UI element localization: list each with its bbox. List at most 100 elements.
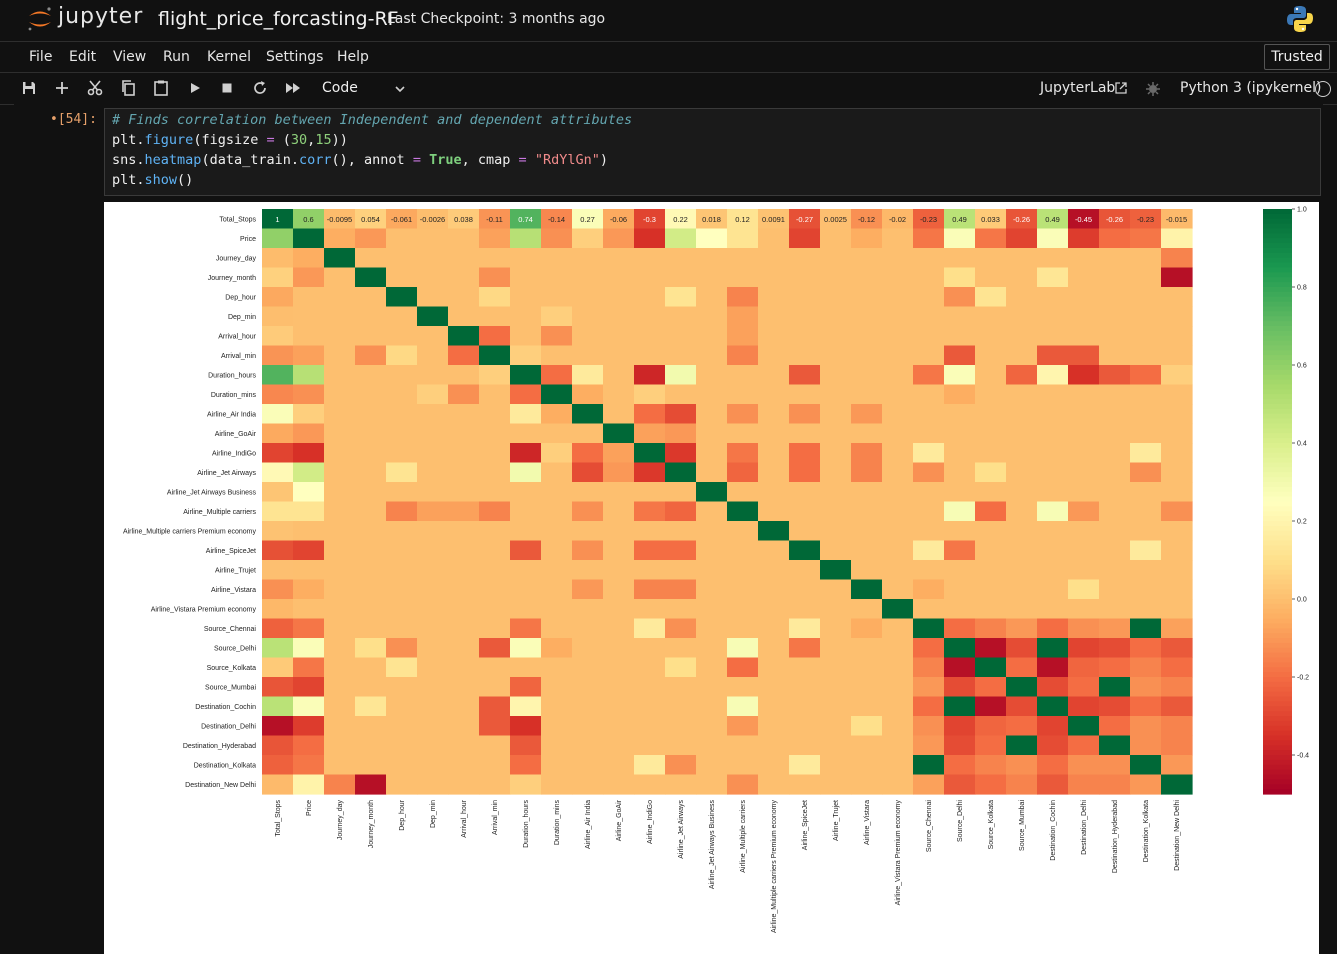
- heatmap-cell: [820, 735, 852, 756]
- heatmap-cell: [448, 423, 480, 444]
- heatmap-cell: [1130, 209, 1162, 230]
- code-line-3: sns.heatmap(data_train.corr(), annot = T…: [112, 152, 608, 168]
- colorbar-segment: [1263, 779, 1292, 785]
- colorbar-segment: [1263, 209, 1292, 215]
- add-cell-icon[interactable]: [52, 78, 72, 98]
- heatmap-cell: [634, 365, 666, 386]
- menu-view[interactable]: View: [113, 49, 147, 65]
- menu-file[interactable]: File: [29, 49, 53, 65]
- heatmap-cell: [820, 774, 852, 795]
- heatmap-cell: [1130, 287, 1162, 308]
- heatmap-cell: [479, 579, 511, 600]
- heatmap-cell: [851, 482, 883, 503]
- colorbar-segment: [1263, 486, 1292, 493]
- cut-icon[interactable]: [85, 78, 105, 98]
- trusted-button[interactable]: Trusted: [1264, 44, 1330, 70]
- menu-edit[interactable]: Edit: [69, 49, 97, 65]
- heatmap-cell: [1037, 209, 1069, 230]
- heatmap-cell: [1099, 443, 1131, 464]
- menu-run[interactable]: Run: [163, 49, 190, 65]
- save-icon[interactable]: [19, 78, 39, 98]
- heatmap-cell: [634, 306, 666, 327]
- menu-settings[interactable]: Settings: [266, 49, 324, 65]
- heatmap-cell: [1130, 657, 1162, 678]
- restart-icon[interactable]: [250, 78, 270, 98]
- heatmap-cell: [386, 677, 418, 698]
- heatmap-cell: [355, 306, 387, 327]
- run-icon[interactable]: [185, 78, 205, 98]
- x-tick-label: Dep_hour: [399, 799, 406, 830]
- heatmap-cell: [510, 540, 542, 561]
- fast-forward-icon[interactable]: [283, 78, 303, 98]
- heatmap-cell: [1068, 716, 1100, 737]
- heatmap-cell: [975, 599, 1007, 620]
- heatmap-cell: [262, 404, 294, 425]
- heatmap-cell: [293, 209, 325, 230]
- last-checkpoint: Last Checkpoint: 3 months ago: [387, 11, 606, 27]
- colorbar-segment: [1263, 404, 1292, 410]
- heatmap-cell: [820, 404, 852, 425]
- heatmap-cell: [603, 404, 635, 425]
- heatmap-cell: [262, 540, 294, 561]
- cell-annotation: -0.06: [610, 215, 627, 224]
- heatmap-cell: [1037, 735, 1069, 756]
- heatmap-cell: [1161, 345, 1193, 366]
- heatmap-cell: [541, 384, 573, 405]
- heatmap-cell: [634, 287, 666, 308]
- stop-icon[interactable]: [217, 78, 237, 98]
- code-line-1: # Finds correlation between Independent …: [112, 112, 632, 128]
- heatmap-cell: [1130, 774, 1162, 795]
- heatmap-cell: [1068, 209, 1100, 230]
- heatmap-cell: [603, 267, 635, 288]
- heatmap-cell: [355, 287, 387, 308]
- heatmap-cell: [448, 735, 480, 756]
- jupyter-logo-icon[interactable]: [26, 5, 54, 33]
- y-tick-label: Destination_Kolkata: [194, 762, 256, 769]
- cell-annotation: -0.015: [1166, 215, 1187, 224]
- heatmap-cell: [262, 345, 294, 366]
- heatmap-cell: [541, 638, 573, 659]
- heatmap-cell: [975, 579, 1007, 600]
- heatmap-cell: [572, 248, 604, 269]
- heatmap-cell: [634, 404, 666, 425]
- menu-kernel[interactable]: Kernel: [207, 49, 251, 65]
- heatmap-cell: [634, 638, 666, 659]
- heatmap-cell: [882, 345, 914, 366]
- menu-help[interactable]: Help: [337, 49, 369, 65]
- heatmap-cell: [634, 579, 666, 600]
- heatmap-cell: [944, 267, 976, 288]
- heatmap-cell: [820, 326, 852, 347]
- heatmap-cell: [386, 716, 418, 737]
- paste-icon[interactable]: [151, 78, 171, 98]
- heatmap-cell: [386, 735, 418, 756]
- jupyter-logo-text[interactable]: jupyter: [58, 4, 144, 29]
- heatmap-cell: [541, 482, 573, 503]
- heatmap-cell: [1037, 462, 1069, 483]
- cell-annotation: -0.23: [1137, 215, 1154, 224]
- notebook-title[interactable]: flight_price_forcasting-RF: [158, 8, 399, 30]
- heatmap-cell: [789, 521, 821, 542]
- heatmap-cell: [727, 267, 759, 288]
- x-tick-label: Airline_Vistara Premium economy: [895, 800, 902, 906]
- heatmap-cell: [324, 423, 356, 444]
- heatmap-cell: [975, 228, 1007, 249]
- colorbar-segment: [1263, 506, 1292, 512]
- heatmap-cell: [758, 735, 790, 756]
- cell-type-select[interactable]: Code: [322, 80, 358, 96]
- x-tick-label: Destination_Hyderabad: [1112, 800, 1119, 873]
- heatmap-cell: [1130, 248, 1162, 269]
- heatmap-cell: [386, 365, 418, 386]
- jupyterlab-link[interactable]: JupyterLab: [1040, 80, 1116, 96]
- heatmap-cell: [603, 735, 635, 756]
- code-cell-editor[interactable]: # Finds correlation between Independent …: [104, 108, 1321, 196]
- chevron-down-icon[interactable]: [394, 83, 406, 95]
- external-link-icon[interactable]: [1114, 81, 1128, 95]
- kernel-name[interactable]: Python 3 (ipykernel): [1180, 80, 1322, 96]
- heatmap-cell: [293, 677, 325, 698]
- bug-icon[interactable]: [1145, 81, 1161, 97]
- heatmap-cell: [789, 248, 821, 269]
- heatmap-cell: [913, 774, 945, 795]
- copy-icon[interactable]: [118, 78, 138, 98]
- heatmap-cell: [1161, 599, 1193, 620]
- heatmap-cell: [1099, 501, 1131, 522]
